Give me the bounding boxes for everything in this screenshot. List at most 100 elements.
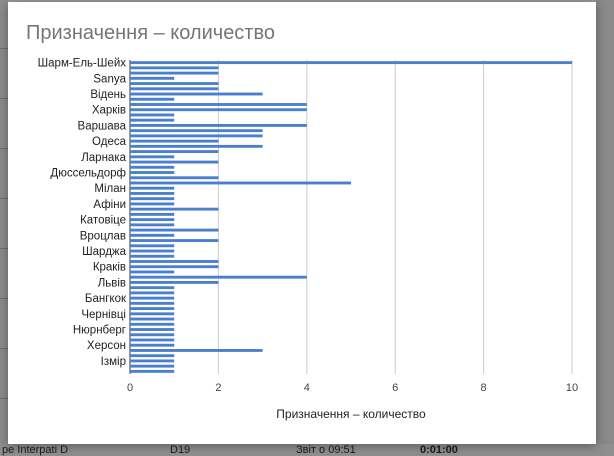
x-tick-label-6: 6 (392, 382, 398, 394)
bar-16 (130, 144, 263, 148)
bar-32 (130, 228, 219, 232)
bar-50 (130, 322, 175, 326)
category-label-4: Варшава (78, 120, 127, 132)
bar-46 (130, 301, 175, 305)
bar-44 (130, 291, 175, 295)
bar-22 (130, 176, 219, 180)
background-cell-name: pe Interpati D (2, 444, 69, 456)
bar-11 (130, 118, 175, 122)
bar-6 (130, 92, 263, 96)
category-label-10: Катовіце (80, 215, 126, 227)
bar-21 (130, 171, 175, 174)
chart-title: Призначення – количество (26, 22, 275, 44)
bar-12 (130, 123, 307, 127)
bar-26 (130, 197, 175, 201)
bar-59 (130, 369, 175, 373)
bar-2 (130, 71, 219, 75)
x-tick-label-0: 0 (127, 382, 133, 394)
x-axis-title: Призначення – количество (276, 407, 426, 421)
bar-17 (130, 150, 219, 154)
bar-1 (130, 66, 219, 70)
bar-25 (130, 192, 175, 195)
bar-24 (130, 186, 175, 190)
bar-55 (130, 349, 263, 352)
bar-47 (130, 307, 175, 311)
bar-49 (130, 317, 175, 321)
bar-20 (130, 165, 175, 169)
bar-31 (130, 223, 175, 227)
bar-34 (130, 239, 219, 242)
x-tick-label-8: 8 (481, 382, 487, 394)
bar-41 (130, 275, 307, 279)
category-label-8: Мілан (94, 183, 126, 195)
x-tick-labels: 0 2 4 6 8 10 (127, 382, 578, 394)
bar-57 (130, 359, 175, 363)
bars (130, 61, 572, 373)
background-cell-duration: 0:01:00 (420, 444, 458, 456)
bar-51 (130, 328, 175, 331)
bar-36 (130, 249, 175, 253)
bar-23 (130, 181, 351, 185)
background-left-strip (0, 0, 8, 456)
bar-13 (130, 129, 263, 133)
bar-4 (130, 82, 219, 85)
bar-35 (130, 244, 175, 248)
bar-30 (130, 218, 175, 222)
bar-15 (130, 139, 219, 143)
bar-48 (130, 312, 175, 316)
bar-33 (130, 233, 175, 237)
category-label-19: Ізмір (101, 356, 126, 368)
bar-7 (130, 97, 175, 101)
category-label-0: Шарм-Ель-Шейх (38, 58, 127, 70)
bar-43 (130, 286, 175, 290)
background-cell-report: Звіт о 09:51 (296, 444, 356, 456)
chart-dialog: Призначення – количество Шарм-Ель-Шейх Sa… (8, 2, 596, 444)
category-label-12: Шарджа (82, 246, 126, 258)
bar-8 (130, 103, 307, 106)
gridlines (129, 60, 573, 374)
category-label-9: Афіни (93, 199, 126, 211)
category-labels: Шарм-Ель-Шейх Sanya Відень Харків Варшава Оде… (38, 58, 127, 368)
bar-54 (130, 343, 175, 347)
bar-56 (130, 354, 175, 358)
bar-53 (130, 338, 175, 342)
category-label-15: Бангкок (85, 293, 127, 305)
category-label-7: Дюссельдорф (50, 168, 126, 180)
bar-42 (130, 280, 219, 284)
chart-svg: Шарм-Ель-Шейх Sanya Відень Харків Варшава Оде… (38, 58, 579, 421)
x-tick-label-10: 10 (566, 382, 578, 394)
category-label-11: Вроцлав (80, 230, 126, 242)
category-label-1: Sanya (93, 73, 126, 85)
x-tick-label-4: 4 (304, 382, 310, 394)
bar-58 (130, 364, 175, 368)
category-label-18: Херсон (87, 340, 126, 352)
bar-39 (130, 265, 219, 269)
bar-0 (130, 61, 572, 65)
bar-18 (130, 155, 175, 159)
bar-38 (130, 260, 219, 263)
category-label-2: Відень (90, 89, 126, 101)
bar-28 (130, 207, 219, 211)
background-cell-code: D19 (170, 444, 191, 456)
background-table-row: pe Interpati D D19 Звіт о 09:51 0:01:00 (0, 444, 614, 456)
bar-3 (130, 76, 175, 80)
category-label-13: Краків (93, 262, 126, 274)
category-label-3: Харків (92, 105, 126, 117)
category-label-17: Нюрнберг (73, 325, 126, 337)
category-label-5: Одеса (92, 136, 127, 148)
bar-45 (130, 296, 175, 300)
bar-29 (130, 212, 175, 216)
category-label-6: Ларнака (81, 152, 126, 164)
bar-5 (130, 87, 219, 91)
x-tick-label-2: 2 (215, 382, 221, 394)
bar-14 (130, 134, 263, 138)
bar-19 (130, 160, 219, 164)
bar-9 (130, 108, 307, 112)
background-right-strip (596, 0, 614, 456)
bar-27 (130, 202, 175, 206)
category-label-16: Чернівці (81, 309, 126, 321)
bar-37 (130, 254, 175, 258)
bar-52 (130, 333, 175, 337)
category-label-14: Львів (98, 277, 126, 289)
bar-10 (130, 113, 175, 117)
